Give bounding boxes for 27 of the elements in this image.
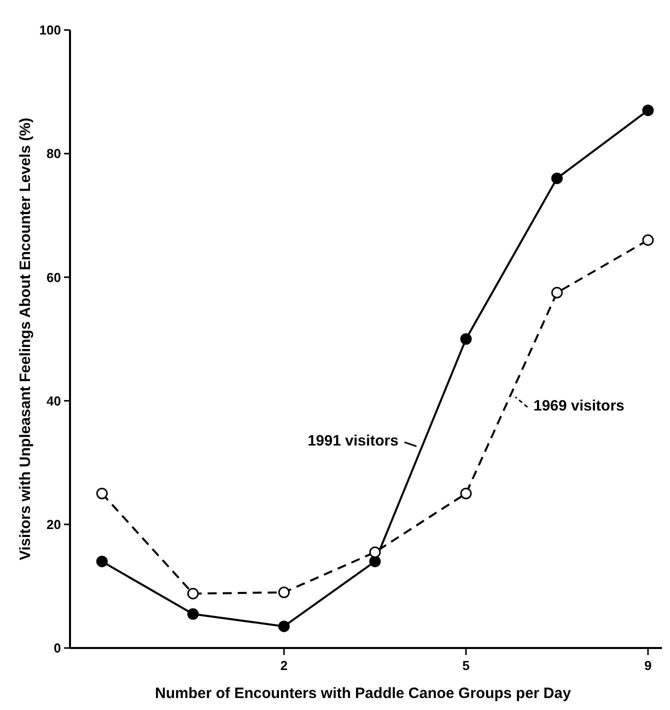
y-tick-label: 0 [54,640,61,656]
point [96,556,108,568]
y-axis-title: Visitors with Unpleasant Feelings About Encounter Levels (%) [17,118,34,560]
point [278,620,290,632]
point [551,172,563,184]
point [369,556,381,568]
y-tick-label: 100 [39,22,61,38]
point [187,608,199,620]
x-tick-label: 5 [462,658,470,673]
point [278,586,290,598]
series-label: 1991 visitors [308,432,398,450]
y-tick-label: 20 [46,516,61,532]
y-tick-label: 60 [46,270,61,285]
point [642,104,654,116]
point [642,234,654,246]
y-tick-label: 80 [46,146,61,162]
point [369,546,381,558]
y-tick-label: 40 [46,393,61,408]
x-axis-title: Number of Encounters with Paddle Canoe Groups per Day [155,685,572,702]
x-tick-label: 9 [644,658,652,673]
point [551,286,563,298]
point [96,488,108,500]
x-tick-label: 2 [280,658,288,673]
point [187,588,199,600]
legend-label: 1969 visitors [534,397,624,414]
point [460,488,472,500]
point [460,333,472,345]
